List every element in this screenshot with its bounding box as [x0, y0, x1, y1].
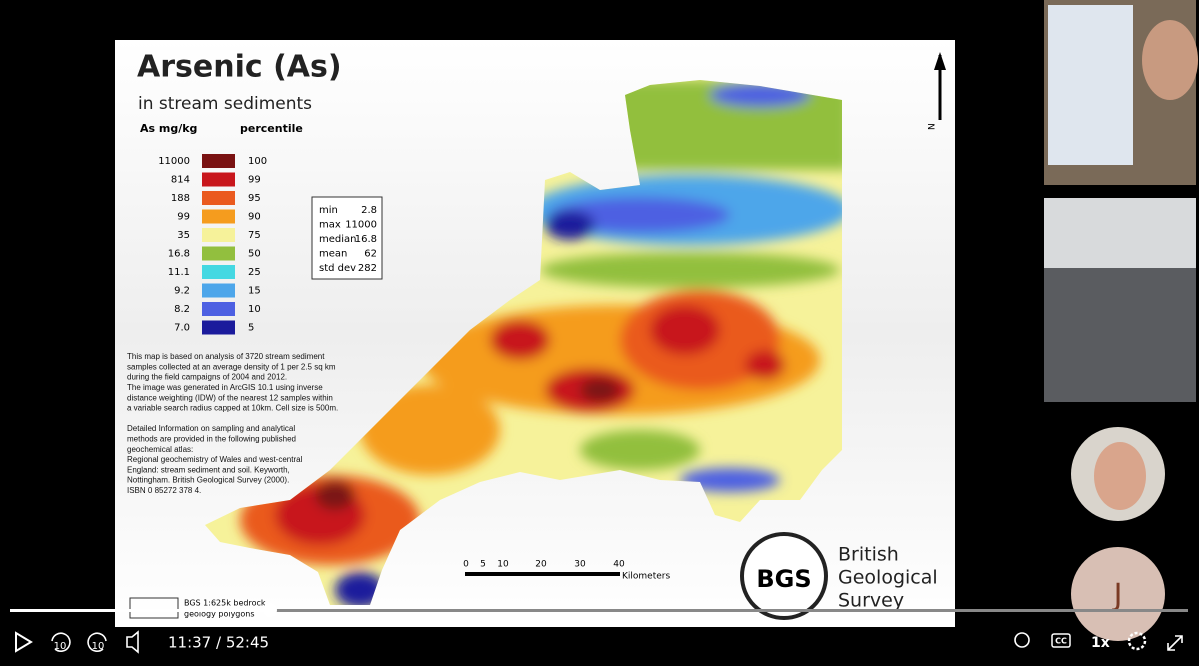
progress-played: [10, 609, 270, 612]
stat-name: min: [319, 205, 338, 216]
cc-button[interactable]: [1051, 633, 1071, 648]
legend-percentile: 10: [248, 304, 261, 315]
description-line: distance weighting (IDW) of the nearest …: [127, 393, 333, 402]
scale-label: 30: [574, 560, 586, 570]
webcam-slide: [1048, 5, 1133, 165]
legend-swatch: [202, 172, 235, 187]
skip-forward-button[interactable]: [87, 632, 107, 652]
progress-handle[interactable]: [263, 603, 277, 617]
scale-label: 5: [480, 560, 486, 570]
legend-value: 814: [171, 175, 190, 186]
org-name: British: [838, 544, 899, 566]
time-display: 11:37 / 52:45: [168, 634, 269, 652]
legend-value: 11.1: [168, 267, 190, 278]
legend-value: 11000: [158, 156, 190, 167]
logo-text: BGS: [756, 565, 811, 593]
legend-percentile: 75: [248, 230, 261, 241]
description-line: England: stream sediment and soil. Keywo…: [127, 465, 290, 474]
key-text: geology polygons: [184, 610, 255, 619]
description-line: ISBN 0 85272 378 4.: [127, 486, 201, 495]
legend-value: 8.2: [174, 304, 190, 315]
key-text: BGS 1:625k bedrock: [184, 599, 266, 608]
legend-value: 16.8: [168, 249, 190, 260]
skip-back-button[interactable]: [51, 632, 71, 652]
stat-value: 16.8: [355, 234, 377, 245]
participant-initial-avatar: [1071, 547, 1165, 641]
speed-button[interactable]: 1x: [1091, 635, 1110, 651]
fullscreen-button[interactable]: [1167, 635, 1183, 651]
legend-value: 99: [177, 212, 190, 223]
webcam-wall: [1044, 198, 1196, 268]
description-line: The image was generated in ArcGIS 10.1 u…: [127, 383, 323, 392]
logo-ring: [740, 532, 828, 620]
legend-header: percentile: [240, 122, 303, 135]
legend-percentile: 50: [248, 249, 261, 260]
stat-value: 2.8: [361, 205, 377, 216]
org-name: Survey: [838, 590, 904, 612]
stat-name: max: [319, 220, 341, 231]
legend-swatch: [202, 191, 235, 205]
webcam-face: [1142, 20, 1198, 100]
legend-swatch: [202, 302, 235, 316]
description-line: samples collected at an average density …: [127, 362, 336, 371]
stat-name: mean: [319, 249, 347, 260]
legend-value: 9.2: [174, 286, 190, 297]
stat-value: 11000: [345, 220, 377, 231]
cc-label: CC: [1055, 637, 1067, 646]
slide-title: Arsenic (As): [137, 50, 342, 85]
org-name: Geological: [838, 567, 938, 589]
legend-swatch: [202, 283, 235, 298]
north-arrow-head: [934, 52, 946, 70]
volume-button[interactable]: [126, 630, 139, 654]
legend-swatch: [202, 320, 235, 335]
key-swatch: [129, 597, 179, 619]
scale-label: 0: [463, 560, 469, 570]
legend-swatch: [202, 265, 235, 279]
legend-percentile: 5: [248, 323, 254, 334]
legend-percentile: 25: [248, 267, 261, 278]
legend-percentile: 95: [248, 193, 261, 204]
scale-label: 40: [613, 560, 625, 570]
settings-button[interactable]: [1127, 631, 1147, 651]
description-line: Detailed Information on sampling and ana…: [127, 424, 295, 433]
legend-swatch: [202, 228, 235, 242]
legend-percentile: 15: [248, 286, 261, 297]
legend-percentile: 99: [248, 175, 261, 186]
audio-button[interactable]: [1014, 632, 1030, 648]
stats-box: [311, 196, 383, 280]
description-line: Nottingham. British Geological Survey (2…: [127, 476, 289, 485]
stat-value: 282: [358, 263, 377, 274]
scale-unit: Kilometers: [622, 572, 670, 582]
description-line: This map is based on analysis of 3720 st…: [127, 352, 325, 361]
description-line: Regional geochemistry of Wales and west-…: [127, 455, 303, 464]
scale-label: 10: [497, 560, 509, 570]
stat-value: 62: [364, 249, 377, 260]
stat-name: median: [319, 234, 357, 245]
progress-track[interactable]: [10, 609, 1188, 612]
legend-percentile: 90: [248, 212, 261, 223]
skip-forward-label: 10: [92, 641, 105, 652]
legend-swatch: [202, 154, 235, 168]
slide-subtitle: in stream sediments: [138, 94, 312, 114]
legend-value: 35: [177, 230, 190, 241]
avatar-initial: J: [1112, 578, 1123, 613]
north-label: N: [928, 123, 938, 130]
legend-value: 7.0: [174, 323, 190, 334]
scale-label: 20: [535, 560, 547, 570]
legend-swatch: [202, 246, 235, 261]
legend-header: As mg/kg: [140, 122, 197, 135]
description-line: geochemical atlas:: [127, 445, 193, 454]
legend-value: 188: [171, 193, 190, 204]
description-line: during the field campaigns of 2004 and 2…: [127, 373, 287, 382]
legend-swatch: [202, 209, 235, 224]
participant-face: [1094, 442, 1146, 510]
legend-percentile: 100: [248, 156, 267, 167]
skip-back-label: 10: [54, 641, 67, 652]
description-line: methods are provided in the following pu…: [127, 435, 296, 444]
stat-name: std dev: [319, 263, 356, 274]
description-line: a variable search radius capped at 10km.…: [127, 404, 338, 413]
play-button[interactable]: [15, 631, 33, 653]
